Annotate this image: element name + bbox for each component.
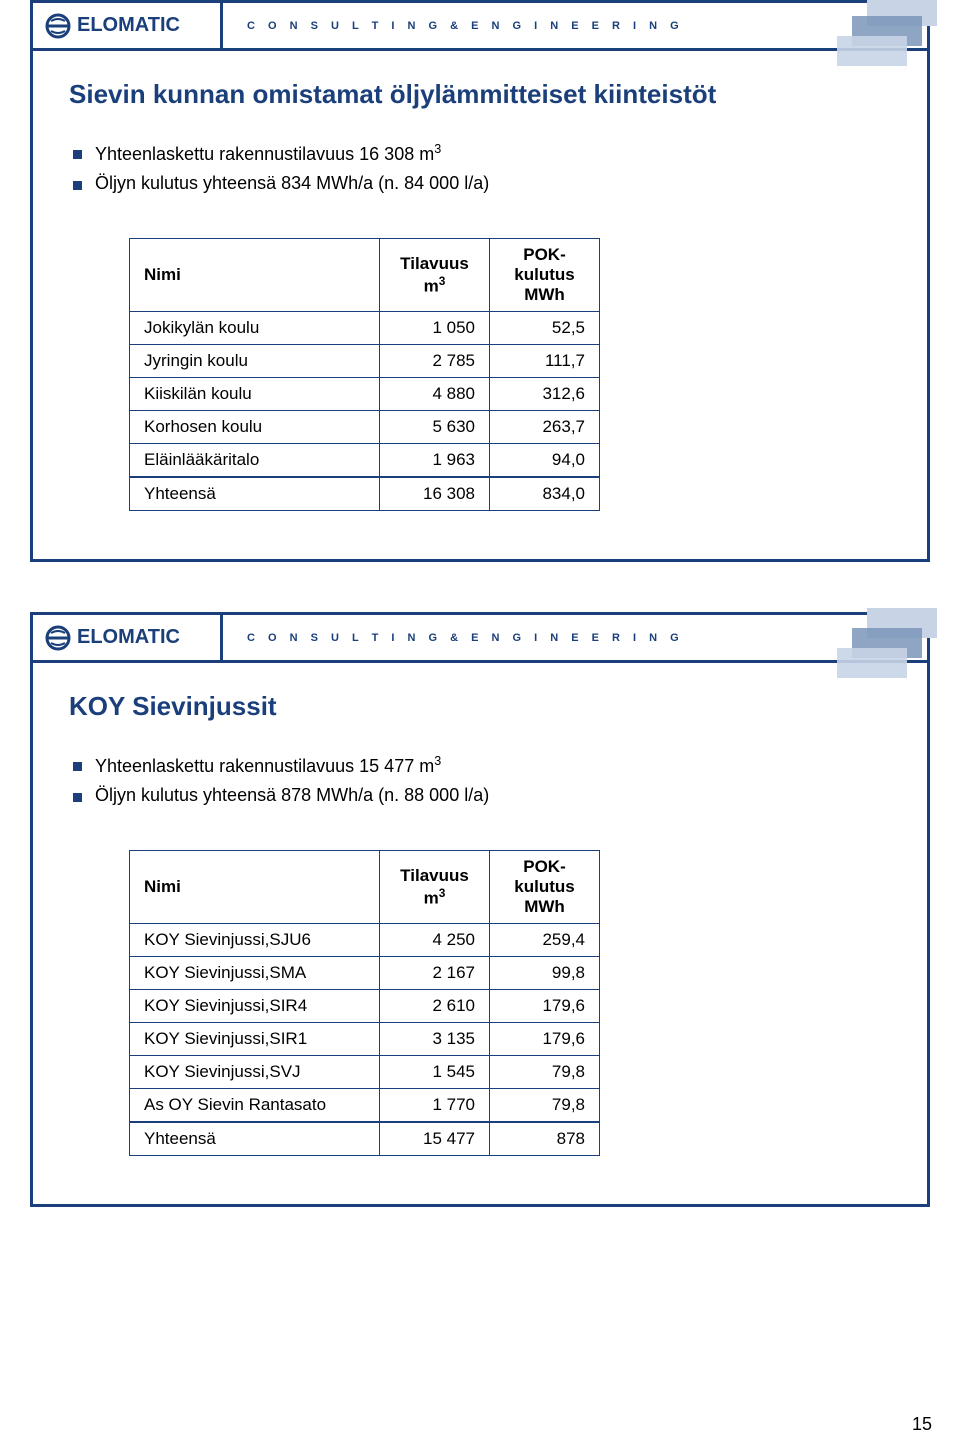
cell-name: KOY Sievinjussi,SJU6 <box>130 924 380 957</box>
slide-header: ELOMATIC C O N S U L T I N G & E N G I N… <box>33 3 927 51</box>
tagline: C O N S U L T I N G & E N G I N E E R I … <box>223 632 927 644</box>
table-row: KOY Sievinjussi,SJU64 250259,4 <box>130 924 600 957</box>
tagline: C O N S U L T I N G & E N G I N E E R I … <box>223 20 927 32</box>
cell-consumption: 179,6 <box>490 990 600 1023</box>
cell-consumption: 263,7 <box>490 411 600 444</box>
bullet-list: Yhteenlaskettu rakennustilavuus 15 477 m… <box>69 750 891 810</box>
bullet-list: Yhteenlaskettu rakennustilavuus 16 308 m… <box>69 138 891 198</box>
bullet-item: Öljyn kulutus yhteensä 834 MWh/a (n. 84 … <box>69 169 891 198</box>
slide-header: ELOMATIC C O N S U L T I N G & E N G I N… <box>33 615 927 663</box>
bullet-item: Yhteenlaskettu rakennustilavuus 15 477 m… <box>69 750 891 781</box>
cell-volume: 5 630 <box>380 411 490 444</box>
table-row: KOY Sievinjussi,SIR13 135179,6 <box>130 1023 600 1056</box>
logo-text: ELOMATIC <box>77 14 180 37</box>
table-row: Kiiskilän koulu4 880312,6 <box>130 378 600 411</box>
cell-consumption: 79,8 <box>490 1089 600 1123</box>
cell-consumption: 312,6 <box>490 378 600 411</box>
cell-total-volume: 16 308 <box>380 477 490 511</box>
cell-name: Jyringin koulu <box>130 345 380 378</box>
cell-volume: 1 770 <box>380 1089 490 1123</box>
cell-volume: 1 963 <box>380 444 490 478</box>
cell-total-consumption: 878 <box>490 1122 600 1156</box>
logo-text: ELOMATIC <box>77 626 180 649</box>
bullet-text: Yhteenlaskettu rakennustilavuus 15 477 m… <box>95 756 441 776</box>
data-table: Nimi Tilavuusm3 POK-kulutusMWh Jokikylän… <box>129 238 600 511</box>
logo: ELOMATIC <box>33 615 223 660</box>
table-row: KOY Sievinjussi,SIR42 610179,6 <box>130 990 600 1023</box>
cell-consumption: 111,7 <box>490 345 600 378</box>
cell-name: Korhosen koulu <box>130 411 380 444</box>
table-row: Jokikylän koulu1 05052,5 <box>130 312 600 345</box>
col-header: POK-kulutusMWh <box>490 851 600 924</box>
cell-total-consumption: 834,0 <box>490 477 600 511</box>
elomatic-logo-icon <box>45 13 71 39</box>
table-row: As OY Sievin Rantasato1 77079,8 <box>130 1089 600 1123</box>
logo: ELOMATIC <box>33 3 223 48</box>
table-total-row: Yhteensä15 477878 <box>130 1122 600 1156</box>
cell-volume: 2 610 <box>380 990 490 1023</box>
cell-consumption: 52,5 <box>490 312 600 345</box>
header-decor-icon <box>837 0 947 66</box>
cell-total-label: Yhteensä <box>130 477 380 511</box>
cell-name: KOY Sievinjussi,SIR4 <box>130 990 380 1023</box>
cell-volume: 2 167 <box>380 957 490 990</box>
slide-title: Sievin kunnan omistamat öljylämmitteiset… <box>69 79 891 110</box>
table-row: KOY Sievinjussi,SVJ1 54579,8 <box>130 1056 600 1089</box>
cell-name: KOY Sievinjussi,SIR1 <box>130 1023 380 1056</box>
col-header: Tilavuusm3 <box>380 239 490 312</box>
cell-consumption: 79,8 <box>490 1056 600 1089</box>
cell-name: KOY Sievinjussi,SMA <box>130 957 380 990</box>
col-header: Nimi <box>130 239 380 312</box>
col-header: Tilavuusm3 <box>380 851 490 924</box>
table-row: Korhosen koulu5 630263,7 <box>130 411 600 444</box>
cell-name: As OY Sievin Rantasato <box>130 1089 380 1123</box>
slide-title: KOY Sievinjussit <box>69 691 891 722</box>
cell-name: Jokikylän koulu <box>130 312 380 345</box>
cell-name: Kiiskilän koulu <box>130 378 380 411</box>
cell-consumption: 94,0 <box>490 444 600 478</box>
table-row: Eläinlääkäritalo1 96394,0 <box>130 444 600 478</box>
table-row: KOY Sievinjussi,SMA2 16799,8 <box>130 957 600 990</box>
table-header-row: Nimi Tilavuusm3 POK-kulutusMWh <box>130 239 600 312</box>
header-decor-icon <box>837 603 947 678</box>
bullet-text: Yhteenlaskettu rakennustilavuus 16 308 m… <box>95 144 441 164</box>
cell-consumption: 259,4 <box>490 924 600 957</box>
table-row: Jyringin koulu2 785111,7 <box>130 345 600 378</box>
cell-total-label: Yhteensä <box>130 1122 380 1156</box>
bullet-item: Yhteenlaskettu rakennustilavuus 16 308 m… <box>69 138 891 169</box>
elomatic-logo-icon <box>45 625 71 651</box>
cell-volume: 4 250 <box>380 924 490 957</box>
cell-name: KOY Sievinjussi,SVJ <box>130 1056 380 1089</box>
page-number: 15 <box>912 1414 932 1435</box>
cell-consumption: 179,6 <box>490 1023 600 1056</box>
table-header-row: Nimi Tilavuusm3 POK-kulutusMWh <box>130 851 600 924</box>
data-table: Nimi Tilavuusm3 POK-kulutusMWh KOY Sievi… <box>129 850 600 1156</box>
cell-consumption: 99,8 <box>490 957 600 990</box>
bullet-text: Öljyn kulutus yhteensä 878 MWh/a (n. 88 … <box>95 785 489 805</box>
bullet-text: Öljyn kulutus yhteensä 834 MWh/a (n. 84 … <box>95 173 489 193</box>
cell-volume: 1 050 <box>380 312 490 345</box>
cell-volume: 1 545 <box>380 1056 490 1089</box>
col-header: POK-kulutusMWh <box>490 239 600 312</box>
cell-name: Eläinlääkäritalo <box>130 444 380 478</box>
bullet-item: Öljyn kulutus yhteensä 878 MWh/a (n. 88 … <box>69 781 891 810</box>
cell-volume: 2 785 <box>380 345 490 378</box>
cell-volume: 4 880 <box>380 378 490 411</box>
cell-total-volume: 15 477 <box>380 1122 490 1156</box>
cell-volume: 3 135 <box>380 1023 490 1056</box>
col-header: Nimi <box>130 851 380 924</box>
table-total-row: Yhteensä16 308834,0 <box>130 477 600 511</box>
